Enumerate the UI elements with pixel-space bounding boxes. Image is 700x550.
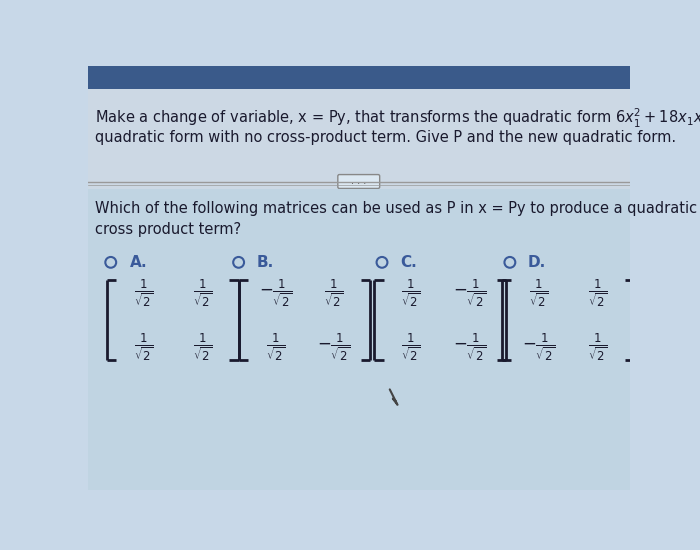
Text: $\frac{1}{\sqrt{2}}$: $\frac{1}{\sqrt{2}}$ [193, 331, 211, 363]
Text: D.: D. [528, 255, 546, 270]
Text: C.: C. [400, 255, 416, 270]
Text: $\frac{1}{\sqrt{2}}$: $\frac{1}{\sqrt{2}}$ [401, 277, 420, 309]
Bar [88, 89, 630, 189]
Text: $\frac{1}{\sqrt{2}}$: $\frac{1}{\sqrt{2}}$ [529, 277, 548, 309]
Text: Make a change of variable, x = Py, that transforms the quadratic form $6x_1^2 + : Make a change of variable, x = Py, that … [95, 107, 700, 130]
Text: quadratic form with no cross-product term. Give P and the new quadratic form.: quadratic form with no cross-product ter… [95, 130, 676, 145]
Text: $\frac{1}{\sqrt{2}}$: $\frac{1}{\sqrt{2}}$ [324, 277, 344, 309]
Bar [88, 189, 630, 490]
Text: $-\frac{1}{\sqrt{2}}$: $-\frac{1}{\sqrt{2}}$ [258, 277, 292, 309]
Text: Which of the following matrices can be used as P in x = Py to produce a quadrati: Which of the following matrices can be u… [95, 201, 700, 216]
Text: B.: B. [256, 255, 274, 270]
Text: $\frac{1}{\sqrt{2}}$: $\frac{1}{\sqrt{2}}$ [588, 277, 607, 309]
Text: $-\frac{1}{\sqrt{2}}$: $-\frac{1}{\sqrt{2}}$ [522, 331, 555, 363]
Text: $\frac{1}{\sqrt{2}}$: $\frac{1}{\sqrt{2}}$ [134, 331, 153, 363]
Text: $-\frac{1}{\sqrt{2}}$: $-\frac{1}{\sqrt{2}}$ [453, 277, 486, 309]
Text: $\frac{1}{\sqrt{2}}$: $\frac{1}{\sqrt{2}}$ [134, 277, 153, 309]
Text: $\frac{1}{\sqrt{2}}$: $\frac{1}{\sqrt{2}}$ [588, 331, 607, 363]
Text: $\frac{1}{\sqrt{2}}$: $\frac{1}{\sqrt{2}}$ [265, 331, 285, 363]
Text: cross product term?: cross product term? [95, 222, 242, 237]
Text: . . .: . . . [351, 177, 366, 186]
Text: $-\frac{1}{\sqrt{2}}$: $-\frac{1}{\sqrt{2}}$ [453, 331, 486, 363]
Text: $\frac{1}{\sqrt{2}}$: $\frac{1}{\sqrt{2}}$ [401, 331, 420, 363]
Bar [88, 66, 630, 89]
FancyBboxPatch shape [338, 174, 379, 189]
Text: $\frac{1}{\sqrt{2}}$: $\frac{1}{\sqrt{2}}$ [193, 277, 211, 309]
Text: $-\frac{1}{\sqrt{2}}$: $-\frac{1}{\sqrt{2}}$ [317, 331, 351, 363]
Text: A.: A. [130, 255, 148, 270]
